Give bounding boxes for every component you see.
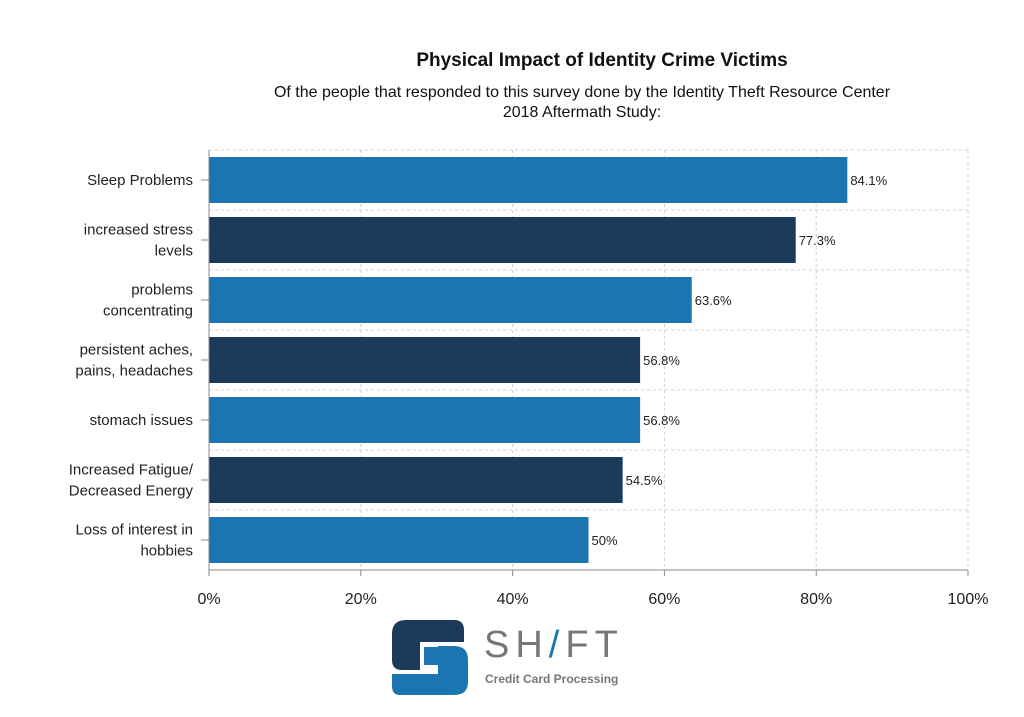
bar [209,217,796,263]
bar [209,397,641,443]
logo-mark-icon [392,620,468,695]
y-category-label: Sleep Problems [87,172,193,189]
y-category-label: stomach issues [90,412,193,429]
y-category-label: problems [131,282,193,299]
y-category-label: Decreased Energy [69,483,194,500]
x-tick-label: 60% [648,591,680,608]
logo-wordmark: SH/FT [484,624,624,666]
data-label: 56.8% [643,413,680,428]
data-label: 50% [592,533,618,548]
y-category-label: increased stress [84,222,193,239]
y-category-label: persistent aches, [80,342,193,359]
shift-logo: SH/FT Credit Card Processing [392,620,632,695]
x-tick-label: 100% [948,591,989,608]
y-category-label: concentrating [103,303,193,320]
y-category-label: hobbies [140,543,193,560]
y-category-label: Increased Fatigue/ [69,462,194,479]
y-category-label: pains, headaches [75,363,193,380]
data-label: 77.3% [799,233,836,248]
data-label: 56.8% [643,353,680,368]
data-label: 54.5% [626,473,663,488]
bar [209,337,641,383]
x-tick-label: 80% [800,591,832,608]
bar [209,157,848,203]
data-label: 63.6% [695,293,732,308]
y-category-label: Loss of interest in [75,522,193,539]
x-tick-label: 0% [197,591,220,608]
x-tick-label: 40% [497,591,529,608]
bar [209,517,589,563]
data-label: 84.1% [850,173,887,188]
x-tick-label: 20% [345,591,377,608]
chart-title: Physical Impact of Identity Crime Victim… [416,50,788,71]
y-category-label: levels [155,243,193,260]
bar [209,457,623,503]
logo-tagline: Credit Card Processing [485,672,619,686]
chart-subtitle: Of the people that responded to this sur… [273,84,891,121]
bar [209,277,692,323]
